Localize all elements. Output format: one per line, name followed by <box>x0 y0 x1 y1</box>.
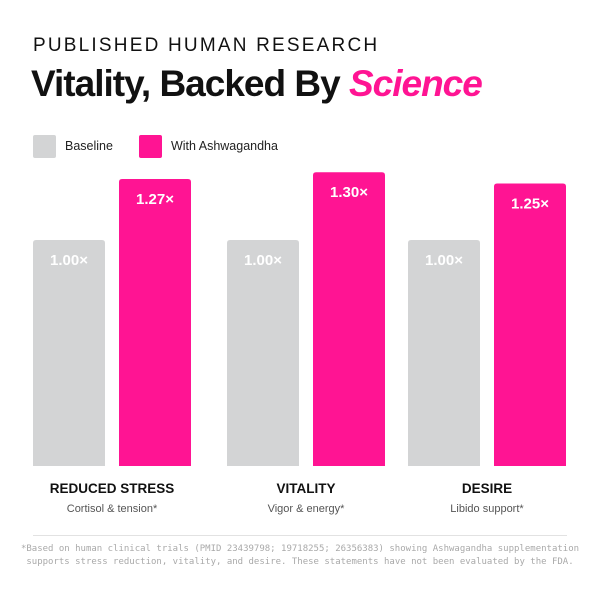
data-label-desire-baseline: 1.00× <box>425 252 463 269</box>
chart-legend: Baseline With Ashwagandha <box>33 133 304 159</box>
legend-item-baseline: Baseline <box>33 134 113 158</box>
legend-swatch-baseline <box>33 134 56 158</box>
bar-reduced-stress-baseline <box>33 240 105 466</box>
headline-main: Vitality, Backed By <box>31 63 349 104</box>
legend-label-ashwagandha: With Ashwagandha <box>170 139 278 153</box>
bar-vitality-ashwagandha <box>313 172 385 466</box>
category-label-reduced-stress: REDUCED STRESS <box>50 481 175 496</box>
data-label-vitality-ashwagandha: 1.30× <box>330 184 368 201</box>
bar-desire-ashwagandha <box>494 183 566 466</box>
bar-desire-baseline <box>408 240 480 466</box>
data-label-desire-ashwagandha: 1.25× <box>511 196 549 213</box>
legend-label-baseline: Baseline <box>65 139 113 153</box>
bar-reduced-stress-ashwagandha <box>119 178 191 467</box>
footnote: *Based on human clinical trials (PMID 23… <box>20 544 580 567</box>
category-sublabel-vitality: Vigor & energy* <box>268 503 346 515</box>
headline: Vitality, Backed By Science <box>31 63 483 105</box>
legend-swatch-ashwagandha <box>138 134 162 158</box>
eyebrow-label: PUBLISHED HUMAN RESEARCH <box>33 35 380 56</box>
category-sublabel-reduced-stress: Cortisol & tension* <box>67 503 158 515</box>
category-label-vitality: VITALITY <box>277 481 336 496</box>
legend-item-ashwagandha: With Ashwagandha <box>138 134 278 158</box>
category-sublabel-desire: Libido support* <box>450 503 524 515</box>
data-label-vitality-baseline: 1.00× <box>244 252 282 269</box>
headline-accent: Science <box>348 63 483 104</box>
category-label-desire: DESIRE <box>462 481 512 496</box>
footnote-divider <box>33 535 567 536</box>
bar-vitality-baseline <box>227 240 299 466</box>
data-label-reduced-stress-baseline: 1.00× <box>50 252 88 269</box>
data-label-reduced-stress-ashwagandha: 1.27× <box>136 191 174 208</box>
